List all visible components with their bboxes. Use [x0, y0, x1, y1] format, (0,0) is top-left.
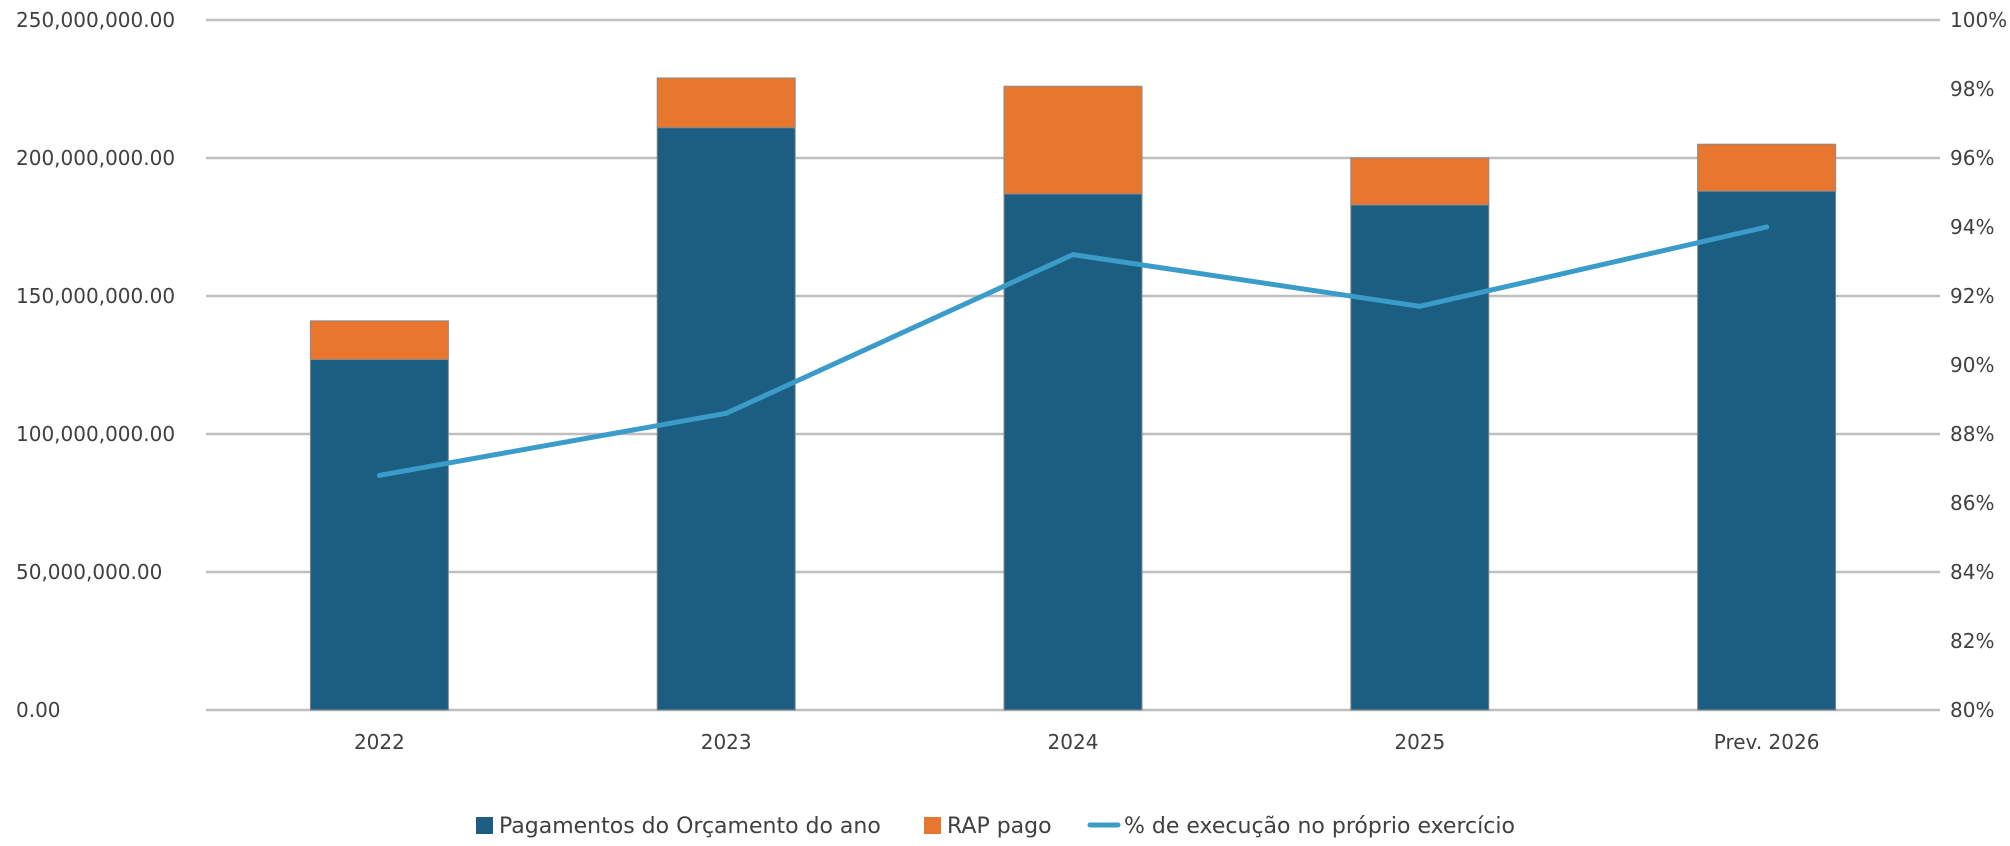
- legend-label: % de execução no próprio exercício: [1124, 814, 1515, 839]
- execution-point: [1417, 303, 1423, 309]
- execution-point: [1764, 224, 1770, 230]
- bar-rap-pago: [1350, 157, 1490, 206]
- y-right-tick-label: 100%: [1950, 8, 2007, 32]
- y-right-tick-label: 96%: [1950, 146, 1994, 170]
- execution-point: [376, 472, 382, 478]
- y-left-tick-label: 200,000,000.00: [16, 146, 175, 170]
- y-right-tick-label: 86%: [1950, 491, 1994, 515]
- y-left-tick-label: 250,000,000.00: [16, 8, 175, 32]
- bar-pagamentos: [309, 358, 449, 711]
- bar-pagamentos: [1003, 193, 1143, 711]
- x-tick-label: 2024: [1048, 730, 1099, 754]
- execution-line: [376, 224, 1770, 478]
- right-axis: 80% 82% 84% 86% 88% 90% 92% 94% 96% 98% 100%: [1950, 8, 2007, 722]
- legend-label: RAP pago: [947, 814, 1052, 839]
- x-axis: 2022 2023 2024 2025 Prev. 2026: [354, 730, 1820, 754]
- y-right-tick-label: 80%: [1950, 698, 1994, 722]
- bar-pagamentos: [1697, 190, 1837, 711]
- bar-rap-pago: [1697, 143, 1837, 192]
- legend: Pagamentos do Orçamento do ano RAP pago % …: [476, 814, 1515, 839]
- legend-label: Pagamentos do Orçamento do ano: [499, 814, 881, 839]
- y-left-tick-label: 100,000,000.00: [16, 422, 175, 446]
- legend-swatch-pagamentos: [476, 817, 493, 834]
- y-right-tick-label: 82%: [1950, 629, 1994, 653]
- bar-pagamentos: [656, 127, 796, 711]
- x-tick-label: Prev. 2026: [1714, 730, 1820, 754]
- y-right-tick-label: 88%: [1950, 422, 1994, 446]
- y-right-tick-label: 98%: [1950, 77, 1994, 101]
- bars: [309, 77, 1837, 711]
- bar-rap-pago: [1003, 85, 1143, 195]
- y-left-tick-label: 150,000,000.00: [16, 284, 175, 308]
- legend-swatch-rap-pago: [924, 817, 941, 834]
- y-left-tick-label: 50,000,000.00: [16, 560, 162, 584]
- execution-point: [1070, 252, 1076, 258]
- bar-rap-pago: [309, 320, 449, 360]
- bar-rap-pago: [656, 77, 796, 129]
- y-right-tick-label: 92%: [1950, 284, 1994, 308]
- execution-point: [723, 410, 729, 416]
- y-left-tick-label: 0.00: [16, 698, 61, 722]
- y-right-tick-label: 84%: [1950, 560, 1994, 584]
- x-tick-label: 2022: [354, 730, 405, 754]
- y-right-tick-label: 94%: [1950, 215, 1994, 239]
- left-axis: 0.00 50,000,000.00 100,000,000.00 150,000,0…: [16, 8, 175, 722]
- x-tick-label: 2025: [1394, 730, 1445, 754]
- y-right-tick-label: 90%: [1950, 353, 1994, 377]
- bar-pagamentos: [1350, 204, 1490, 711]
- x-tick-label: 2023: [701, 730, 752, 754]
